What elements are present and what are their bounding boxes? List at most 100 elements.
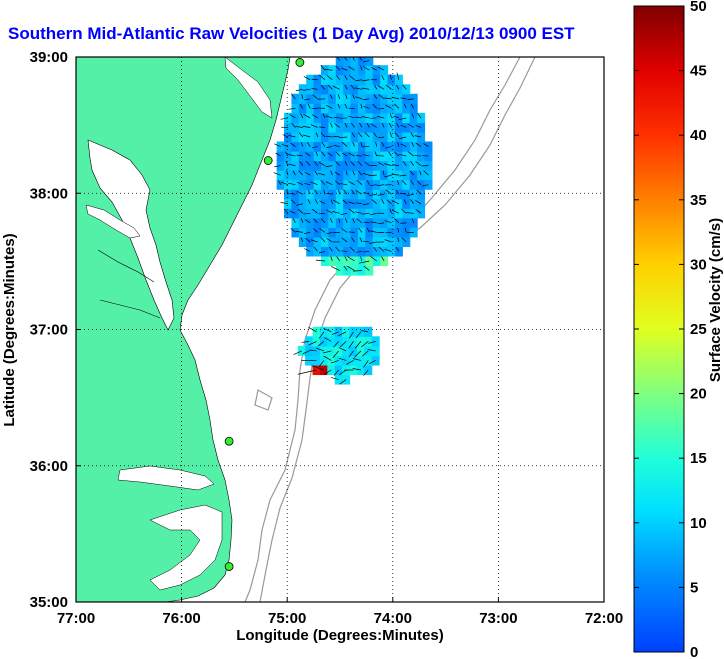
velocity-cell <box>387 236 396 247</box>
velocity-cell <box>372 141 381 152</box>
radar-site-marker <box>224 562 234 571</box>
velocity-vector <box>310 124 318 128</box>
velocity-cell <box>284 141 293 152</box>
velocity-cell <box>402 141 411 152</box>
velocity-vector <box>409 170 414 176</box>
velocity-vector <box>310 239 318 243</box>
velocity-vector <box>350 122 355 128</box>
velocity-vector <box>317 341 325 347</box>
velocity-vector <box>361 341 369 348</box>
velocity-cell <box>357 246 366 257</box>
velocity-vector <box>346 255 355 262</box>
velocity-vector <box>356 218 363 224</box>
velocity-vector <box>362 350 369 357</box>
velocity-vector <box>357 170 363 176</box>
velocity-vector <box>363 60 370 63</box>
velocity-cell <box>424 141 433 152</box>
velocity-vector <box>342 199 348 205</box>
velocity-vector <box>289 192 296 195</box>
velocity-cell <box>320 236 329 247</box>
velocity-vector <box>320 179 326 185</box>
velocity-cell <box>365 198 374 209</box>
radar-sites <box>224 58 305 571</box>
velocity-vector <box>318 251 326 254</box>
velocity-vector <box>341 250 348 252</box>
velocity-vector <box>332 350 339 359</box>
velocity-vector <box>369 212 377 216</box>
velocity-vector <box>283 208 289 214</box>
velocity-vector <box>289 114 296 119</box>
velocity-cell <box>387 189 396 200</box>
velocity-vector <box>332 85 340 90</box>
velocity-vector <box>368 341 376 344</box>
velocity-vector <box>304 171 311 176</box>
velocity-vector <box>355 202 363 205</box>
velocity-vector <box>296 203 303 206</box>
velocity-vector <box>340 212 348 216</box>
colorbar <box>633 5 685 653</box>
velocity-vector <box>409 179 414 185</box>
colorbar-label: Surface Velocity (cm/s) <box>707 218 724 382</box>
velocity-cell <box>417 141 426 152</box>
velocity-cell <box>402 189 411 200</box>
velocity-vector <box>400 143 407 147</box>
velocity-vector <box>299 160 304 166</box>
velocity-vector <box>326 238 333 243</box>
velocity-vector <box>324 68 333 71</box>
velocity-vector <box>384 174 392 178</box>
velocity-vector <box>332 199 340 205</box>
velocity-vector <box>341 228 348 233</box>
velocity-cell <box>365 189 374 200</box>
x-tick-label: 75:00 <box>268 610 306 627</box>
velocity-vector <box>320 132 326 138</box>
velocity-vector <box>355 79 363 82</box>
velocity-vector <box>384 248 392 252</box>
x-tick-label: 73:00 <box>479 610 517 627</box>
velocity-vector <box>403 198 407 204</box>
velocity-vector <box>354 87 363 90</box>
velocity-cell <box>409 198 418 209</box>
velocity-vector <box>305 160 311 166</box>
velocity-vector <box>336 57 341 61</box>
map-title: Southern Mid-Atlantic Raw Velocities (1 … <box>8 24 575 43</box>
velocity-vector <box>377 108 385 110</box>
velocity-cell <box>328 189 337 200</box>
velocity-vector <box>330 266 340 271</box>
velocity-vector <box>415 161 422 166</box>
velocity-vector <box>323 369 332 375</box>
velocity-cell <box>402 236 411 247</box>
velocity-vector <box>369 230 377 233</box>
velocity-cell <box>320 246 329 257</box>
velocity-vector <box>363 240 370 243</box>
velocity-vector <box>350 84 355 90</box>
velocity-vector <box>319 200 326 205</box>
velocity-vector <box>325 181 333 186</box>
velocity-vector <box>393 115 400 119</box>
velocity-vector <box>296 154 303 157</box>
velocity-vector <box>370 221 377 224</box>
velocity-vector <box>395 189 400 195</box>
velocity-vector <box>290 228 296 233</box>
colorbar-tick-label: 30 <box>690 256 707 273</box>
velocity-vector <box>333 341 339 348</box>
velocity-cell <box>276 179 285 190</box>
velocity-vector <box>407 123 414 128</box>
velocity-vector <box>343 57 348 61</box>
velocity-vector <box>288 108 296 110</box>
velocity-vector <box>357 161 363 166</box>
velocity-vector <box>341 67 348 71</box>
velocity-cell <box>394 189 403 200</box>
velocity-vector <box>273 172 281 176</box>
velocity-vector <box>299 103 304 109</box>
velocity-vector <box>396 72 400 80</box>
velocity-vector <box>407 151 414 157</box>
velocity-vector <box>297 369 317 375</box>
velocity-vector <box>295 230 303 233</box>
velocity-vector <box>366 179 370 185</box>
bathymetry-contour <box>244 57 521 602</box>
velocity-vector <box>310 181 318 186</box>
velocity-vector <box>289 210 296 214</box>
velocity-vector <box>362 173 370 176</box>
velocity-vector <box>369 255 377 262</box>
y-tick-label: 39:00 <box>30 49 68 66</box>
